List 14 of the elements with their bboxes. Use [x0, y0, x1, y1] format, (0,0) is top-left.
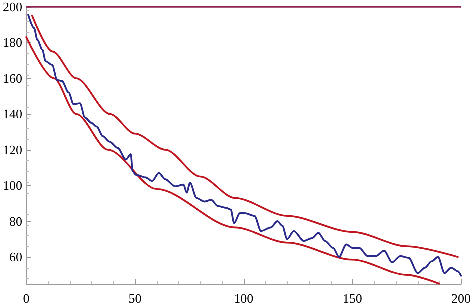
x-tick-label: 0	[23, 291, 30, 305]
y-tick-label: 180	[3, 35, 22, 50]
y-tick-label: 60	[10, 250, 22, 265]
y-tick-label: 140	[3, 106, 22, 122]
x-tick-label: 100	[234, 291, 254, 305]
y-tick-label: 80	[10, 214, 22, 229]
y-tick-label: 200	[3, 0, 22, 14]
line-series	[26, 36, 440, 285]
y-tick-label: 100	[3, 178, 22, 194]
x-tick-label: 150	[342, 291, 362, 305]
y-tick-label: 160	[3, 70, 22, 86]
x-tick-label: 200	[452, 291, 471, 305]
x-tick-label: 50	[128, 291, 142, 305]
y-tick-label: 120	[3, 142, 22, 158]
